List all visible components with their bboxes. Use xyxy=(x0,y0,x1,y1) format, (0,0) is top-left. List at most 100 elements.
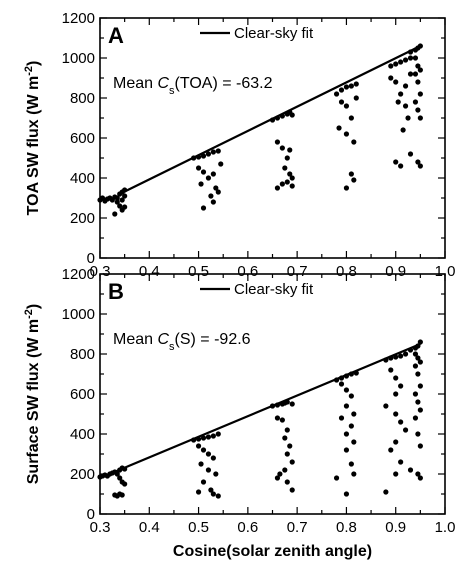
data-point xyxy=(417,407,423,413)
data-point xyxy=(402,427,409,433)
data-point xyxy=(348,115,354,121)
data-point xyxy=(407,55,414,61)
data-point xyxy=(415,355,421,361)
y-tick-label: 1000 xyxy=(62,306,95,323)
data-point xyxy=(210,199,216,205)
data-point xyxy=(338,99,345,105)
data-point xyxy=(417,475,423,481)
data-point xyxy=(289,459,295,465)
data-point xyxy=(284,155,290,161)
data-point xyxy=(333,377,340,383)
data-point xyxy=(388,447,394,453)
data-point xyxy=(398,383,404,389)
data-point xyxy=(351,439,357,445)
data-point xyxy=(412,71,419,77)
axes-frame xyxy=(99,17,446,259)
data-point xyxy=(343,373,350,379)
x-tick-label: 1.0 xyxy=(435,519,456,536)
data-point xyxy=(343,103,350,109)
x-tick-label: 0.7 xyxy=(287,263,308,280)
y-tick-label: 1200 xyxy=(62,10,95,27)
data-point xyxy=(393,354,399,360)
data-point xyxy=(395,99,401,105)
data-point xyxy=(210,455,216,461)
data-point xyxy=(279,113,285,119)
data-point xyxy=(284,451,290,457)
data-point xyxy=(205,451,212,457)
data-point xyxy=(343,431,350,437)
data-point xyxy=(274,139,281,145)
data-point xyxy=(284,479,290,485)
data-point xyxy=(195,154,202,160)
legend-label: Clear-sky fit xyxy=(234,281,314,298)
data-point xyxy=(353,95,359,101)
y-tick-label: 800 xyxy=(70,90,95,107)
data-point xyxy=(289,401,295,407)
y-tick-label: 1000 xyxy=(62,50,95,67)
y-tick-label: 0 xyxy=(87,506,95,523)
data-point xyxy=(405,115,411,121)
data-point xyxy=(412,99,419,105)
data-point xyxy=(415,79,421,85)
data-point xyxy=(417,359,423,365)
data-point xyxy=(279,145,285,151)
data-point xyxy=(415,159,421,165)
x-tick-label: 0.6 xyxy=(237,519,258,536)
data-point xyxy=(205,434,212,440)
x-tick-label: 0.7 xyxy=(287,519,308,536)
data-point xyxy=(353,370,359,376)
data-point xyxy=(393,411,399,417)
data-point xyxy=(351,411,357,417)
annotation-prefix: Mean xyxy=(113,331,157,348)
data-point xyxy=(112,211,118,217)
clear-sky-fit-line xyxy=(99,342,421,480)
data-point xyxy=(114,199,120,205)
data-point xyxy=(284,179,290,185)
y-axis-title-close: ) xyxy=(25,61,42,66)
data-point xyxy=(398,419,404,425)
data-point xyxy=(393,439,399,445)
data-point xyxy=(417,443,423,449)
data-point xyxy=(282,165,288,171)
data-point xyxy=(274,415,281,421)
data-point xyxy=(388,75,394,81)
data-point xyxy=(393,375,399,381)
data-point xyxy=(407,347,414,353)
data-point xyxy=(200,447,207,453)
data-point xyxy=(205,151,212,157)
data-point xyxy=(348,83,354,89)
data-point xyxy=(200,479,207,485)
data-point xyxy=(353,81,359,87)
data-point xyxy=(277,471,283,477)
data-point xyxy=(412,363,419,369)
data-point xyxy=(338,87,345,93)
data-point xyxy=(282,435,288,441)
mean-cs-annotation: Mean Cs(S) = -92.6 xyxy=(113,331,251,353)
y-axis-title-text: Surface SW flux (W m xyxy=(25,319,42,484)
data-point xyxy=(122,466,128,472)
data-point xyxy=(383,489,389,495)
annotation-symbol: C xyxy=(157,75,169,92)
data-point xyxy=(191,155,197,161)
data-point xyxy=(398,459,404,465)
data-point xyxy=(412,55,419,61)
data-point xyxy=(195,165,202,171)
x-tick-label: 0.3 xyxy=(90,263,111,280)
data-point xyxy=(117,203,123,209)
x-tick-label: 0.5 xyxy=(188,519,209,536)
data-point xyxy=(348,393,354,399)
y-axis-title-superscript: -2 xyxy=(23,309,35,319)
data-point xyxy=(348,171,354,177)
data-point xyxy=(393,79,399,85)
y-axis-title-text: TOA SW flux (W m xyxy=(25,76,42,216)
data-point xyxy=(122,193,128,199)
y-tick-label: 1200 xyxy=(62,266,95,283)
data-point xyxy=(119,197,125,203)
panel-letter: A xyxy=(108,23,124,48)
data-point xyxy=(351,177,357,183)
data-point xyxy=(284,399,290,405)
data-point xyxy=(119,492,125,498)
data-point xyxy=(417,339,423,345)
legend-label: Clear-sky fit xyxy=(234,25,314,42)
